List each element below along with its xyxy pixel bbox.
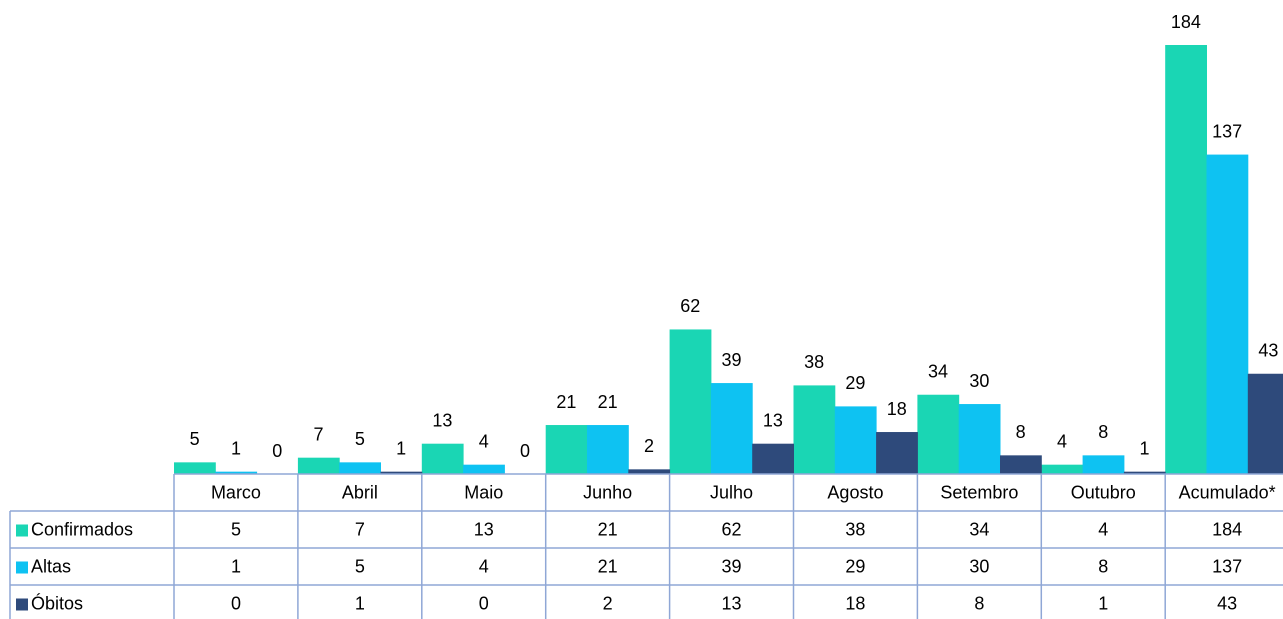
- bar: [297, 457, 340, 474]
- bar: [793, 385, 836, 474]
- bar-value-label: 2: [644, 436, 654, 456]
- bar-value-label: 5: [355, 429, 365, 449]
- bar: [1082, 455, 1125, 474]
- category-label: Acumulado*: [1179, 482, 1276, 502]
- bar-value-label: 1: [396, 438, 406, 458]
- bar-value-label: 34: [928, 361, 948, 381]
- bar: [380, 471, 423, 474]
- table-cell: 29: [845, 556, 865, 576]
- bar: [752, 443, 794, 474]
- bar: [421, 443, 464, 474]
- table-cell: 0: [231, 593, 241, 613]
- bar-value-label: 39: [722, 350, 742, 370]
- table-cell: 43: [1217, 593, 1237, 613]
- bar-value-label: 21: [556, 392, 576, 412]
- category-label: Agosto: [827, 482, 883, 502]
- legend-label: Altas: [31, 556, 71, 576]
- bar-value-label: 8: [1098, 422, 1108, 442]
- table-cell: 0: [479, 593, 489, 613]
- bar: [587, 425, 629, 474]
- table-cell: 4: [1098, 519, 1108, 539]
- category-label: Outubro: [1071, 482, 1136, 502]
- table-cell: 4: [479, 556, 489, 576]
- table-cell: 8: [974, 593, 984, 613]
- bar-value-label: 0: [272, 441, 282, 461]
- bar: [463, 464, 505, 474]
- bar: [834, 406, 877, 474]
- bar: [1000, 455, 1042, 474]
- bar-value-label: 43: [1258, 340, 1278, 360]
- table-cell: 7: [355, 519, 365, 539]
- bar: [174, 462, 216, 474]
- table-cell: 21: [598, 556, 618, 576]
- bar: [545, 425, 588, 474]
- bar-value-label: 38: [804, 352, 824, 372]
- table-cell: 38: [845, 519, 865, 539]
- bar-value-label: 4: [479, 431, 489, 451]
- table-cell: 30: [969, 556, 989, 576]
- table-cell: 1: [1098, 593, 1108, 613]
- category-label: Julho: [710, 482, 753, 502]
- bar: [669, 329, 712, 474]
- table-cell: 184: [1212, 519, 1242, 539]
- bar: [958, 404, 1001, 474]
- bar: [710, 383, 753, 474]
- table-cell: 62: [722, 519, 742, 539]
- bar-value-label: 1: [1140, 438, 1150, 458]
- bar: [876, 432, 918, 474]
- bar: [1123, 471, 1166, 474]
- bar-value-label: 1: [231, 438, 241, 458]
- bar-value-label: 30: [969, 371, 989, 391]
- category-label: Maio: [464, 482, 503, 502]
- bar-value-label: 5: [190, 429, 200, 449]
- bar: [917, 394, 960, 474]
- bar-value-label: 0: [520, 441, 530, 461]
- bar-value-label: 29: [845, 373, 865, 393]
- bar: [1165, 45, 1207, 474]
- legend-label: Confirmados: [31, 519, 133, 539]
- bar-value-label: 8: [1016, 422, 1026, 442]
- table-cell: 34: [969, 519, 989, 539]
- bar-value-label: 21: [598, 392, 618, 412]
- category-label: Setembro: [940, 482, 1018, 502]
- bar-value-label: 13: [432, 410, 452, 430]
- bar: [1247, 373, 1283, 474]
- bar-value-label: 13: [763, 410, 783, 430]
- bar-value-label: 137: [1212, 121, 1242, 141]
- category-label: Marco: [211, 482, 261, 502]
- bar: [339, 462, 381, 474]
- legend-swatch: [16, 561, 28, 574]
- bar-value-label: 184: [1171, 12, 1201, 32]
- table-cell: 8: [1098, 556, 1108, 576]
- table-cell: 137: [1212, 556, 1242, 576]
- table-cell: 1: [231, 556, 241, 576]
- table-cell: 5: [231, 519, 241, 539]
- category-label: Junho: [583, 482, 632, 502]
- table-cell: 39: [722, 556, 742, 576]
- bar: [1206, 154, 1249, 474]
- bar-value-label: 18: [887, 399, 907, 419]
- table-cell: 13: [722, 593, 742, 613]
- bar: [1041, 464, 1084, 474]
- table-cell: 1: [355, 593, 365, 613]
- bar-value-label: 7: [314, 424, 324, 444]
- bar: [215, 471, 258, 474]
- table-cell: 21: [598, 519, 618, 539]
- bar: [628, 469, 671, 474]
- category-label: Abril: [342, 482, 378, 502]
- bar-value-label: 4: [1057, 431, 1067, 451]
- table-cell: 13: [474, 519, 494, 539]
- table-cell: 2: [603, 593, 613, 613]
- legend-label: Óbitos: [31, 592, 83, 613]
- bar-value-label: 62: [680, 296, 700, 316]
- table-cell: 18: [845, 593, 865, 613]
- legend-swatch: [16, 524, 28, 537]
- table-cell: 5: [355, 556, 365, 576]
- legend-swatch: [16, 598, 28, 611]
